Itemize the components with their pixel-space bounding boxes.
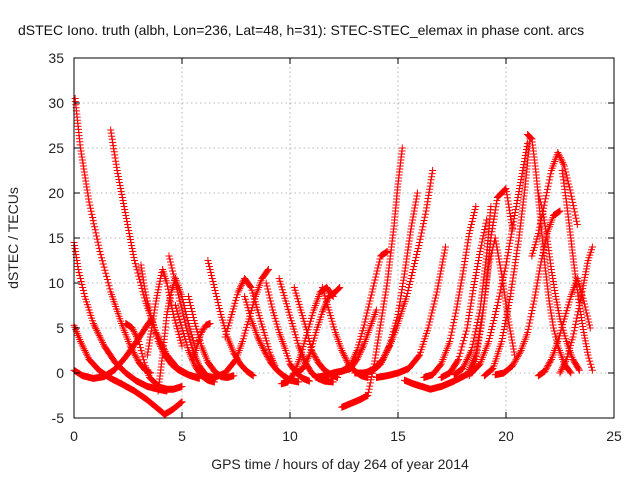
chart-title: dSTEC Iono. truth (albh, Lon=236, Lat=48… — [18, 22, 584, 38]
x-tick-label: 15 — [390, 428, 406, 444]
series-arc25 — [338, 144, 406, 411]
data-marker-path — [480, 135, 534, 380]
data-marker-path — [189, 320, 214, 363]
y-tick-label: 0 — [56, 365, 64, 381]
x-tick-label: 0 — [70, 428, 78, 444]
data-marker-path — [241, 293, 303, 386]
x-tick-label: 5 — [178, 428, 186, 444]
series-arc36 — [467, 140, 532, 377]
series-arc44 — [534, 275, 594, 380]
y-tick-label: 20 — [48, 185, 64, 201]
data-marker-path — [329, 248, 391, 377]
data-marker-path — [491, 207, 564, 379]
x-tick-labels: 0 5 10 15 20 25 — [70, 428, 622, 444]
y-tick-label: 30 — [48, 95, 64, 111]
y-axis-label: dSTEC / TECUs — [5, 187, 21, 289]
x-tick-label: 20 — [498, 428, 514, 444]
series-arc38 — [491, 207, 564, 379]
x-tick-label: 25 — [606, 428, 622, 444]
data-marker-path — [420, 203, 480, 381]
series-arc28 — [362, 167, 437, 377]
series-arc35 — [463, 185, 516, 379]
data-marker-path — [467, 140, 532, 377]
series-arc32 — [437, 216, 491, 381]
series-arc09 — [154, 275, 199, 395]
series-arc41 — [528, 149, 581, 260]
y-tick-label: 25 — [48, 140, 64, 156]
data-points — [70, 95, 596, 418]
data-marker-path — [372, 243, 449, 381]
data-marker-path — [463, 185, 516, 379]
tick-marks — [73, 57, 615, 419]
data-marker-path — [556, 243, 596, 377]
series-arc16 — [221, 275, 279, 370]
grid — [74, 58, 614, 418]
data-marker-path — [534, 275, 594, 380]
y-tick-label: 5 — [56, 320, 64, 336]
data-marker-path — [558, 167, 596, 374]
data-marker-path — [362, 167, 437, 377]
data-marker-path — [437, 216, 491, 381]
y-tick-label: 15 — [48, 230, 64, 246]
y-tick-label: 10 — [48, 275, 64, 291]
series-arc13 — [189, 320, 214, 363]
y-tick-label: -5 — [52, 410, 65, 426]
series-arc43 — [556, 243, 596, 377]
series-arc31 — [420, 203, 480, 381]
series-arc17 — [241, 293, 303, 386]
x-tick-label: 10 — [282, 428, 298, 444]
data-marker-path — [528, 149, 581, 260]
data-marker-path — [70, 239, 171, 395]
series-arc30 — [401, 369, 473, 393]
series-arc42 — [558, 167, 596, 374]
series-arc26 — [329, 248, 391, 377]
data-marker-path — [338, 144, 406, 411]
y-tick-labels: -5 0 5 10 15 20 25 30 35 — [48, 50, 64, 426]
data-marker-path — [401, 369, 473, 393]
series-arc37 — [480, 135, 534, 380]
data-marker-path — [221, 275, 279, 370]
data-marker-path — [154, 275, 199, 395]
x-axis-label: GPS time / hours of day 264 of year 2014 — [211, 456, 469, 472]
series-arc02 — [70, 239, 171, 395]
series-arc29 — [372, 243, 449, 381]
y-tick-label: 35 — [48, 50, 64, 66]
